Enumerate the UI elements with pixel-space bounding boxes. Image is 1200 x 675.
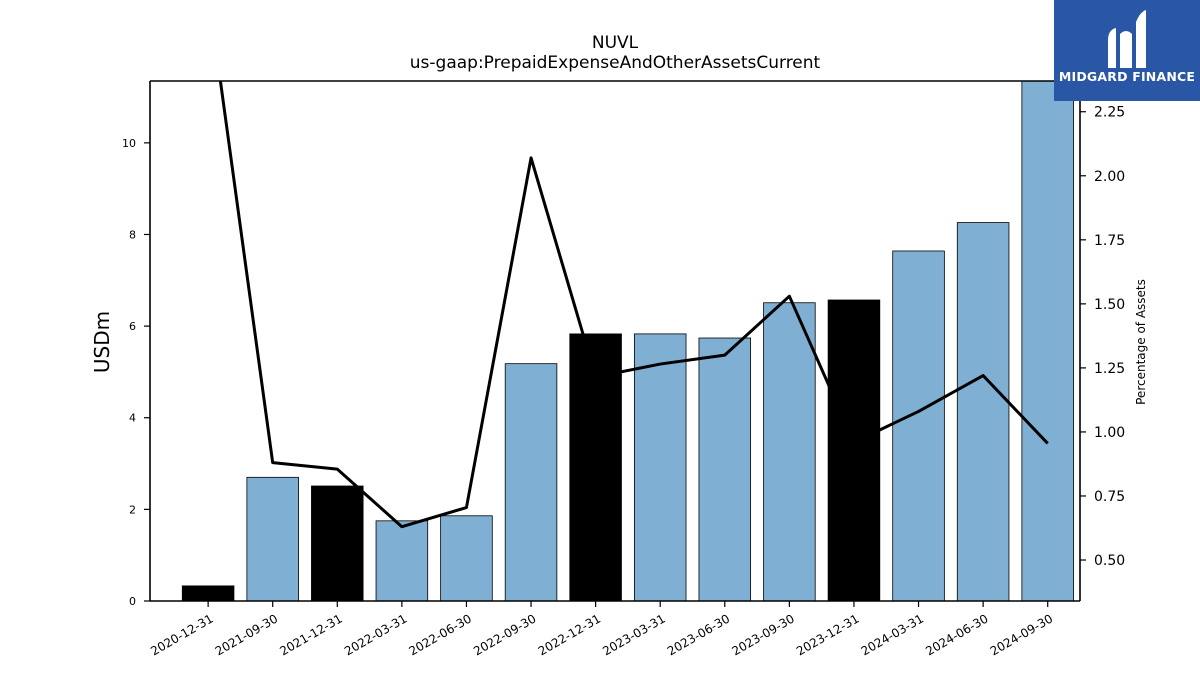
bar	[375, 520, 429, 602]
y2-tick-label: 1.50	[1094, 297, 1125, 313]
bar	[633, 333, 687, 602]
chart-subtitle: us-gaap:PrepaidExpenseAndOtherAssetsCurr…	[410, 53, 821, 73]
x-tick-label: 2023-06-30	[665, 611, 732, 658]
x-tick-label: 2023-03-31	[600, 611, 667, 658]
bar	[956, 222, 1010, 602]
x-tick-label: 2021-12-31	[277, 611, 344, 658]
x-tick-label: 2022-03-31	[342, 611, 409, 658]
logo-text: MIDGARD FINANCE	[1058, 69, 1196, 84]
x-tick-label: 2024-06-30	[923, 611, 990, 658]
bar-series	[181, 80, 1074, 602]
line-series	[218, 81, 1049, 529]
bar	[892, 250, 945, 602]
y2-tick-label: 0.75	[1094, 489, 1125, 505]
logo-mark-icon	[1108, 10, 1146, 68]
y-axis-label: USDm	[90, 311, 114, 373]
y2-axis-label: Percentage of Assets	[1134, 279, 1148, 405]
y2-tick-label: 1.25	[1094, 361, 1125, 377]
y-tick-label: 10	[122, 137, 136, 150]
y2-tick-label: 2.00	[1094, 169, 1125, 185]
x-tick-label: 2022-06-30	[407, 611, 474, 658]
chart-title: NUVL	[592, 33, 639, 53]
bar	[763, 302, 816, 602]
y-tick-label: 0	[129, 595, 136, 608]
x-tick-label: 2024-03-31	[859, 611, 926, 658]
x-tick-label: 2024-09-30	[988, 611, 1055, 658]
bar	[827, 299, 881, 602]
y2-tick-label: 2.25	[1094, 105, 1125, 121]
bar	[181, 585, 235, 602]
y-tick-label: 2	[129, 503, 136, 516]
y2-tick-label: 0.50	[1094, 553, 1125, 569]
bar	[311, 485, 364, 602]
x-tick-label: 2023-12-31	[794, 611, 861, 658]
x-tick-label: 2022-12-31	[536, 611, 603, 658]
bar	[246, 476, 299, 602]
bar	[1021, 80, 1074, 602]
x-tick-label: 2023-09-30	[729, 611, 796, 658]
y-tick-label: 4	[129, 412, 136, 425]
bar	[440, 515, 493, 602]
bar	[569, 333, 622, 602]
percentage-line	[218, 81, 1049, 529]
y-tick-label: 8	[129, 228, 136, 241]
y-tick-label: 6	[129, 320, 136, 333]
y2-tick-label: 1.00	[1094, 425, 1125, 441]
y2-tick-label: 1.75	[1094, 233, 1125, 249]
bar	[698, 337, 752, 602]
brand-logo: MIDGARD FINANCE	[1054, 0, 1200, 101]
x-tick-label: 2021-09-30	[213, 611, 280, 658]
x-tick-label: 2022-09-30	[471, 611, 538, 658]
bar	[504, 363, 558, 602]
x-tick-label: 2020-12-31	[148, 611, 215, 658]
